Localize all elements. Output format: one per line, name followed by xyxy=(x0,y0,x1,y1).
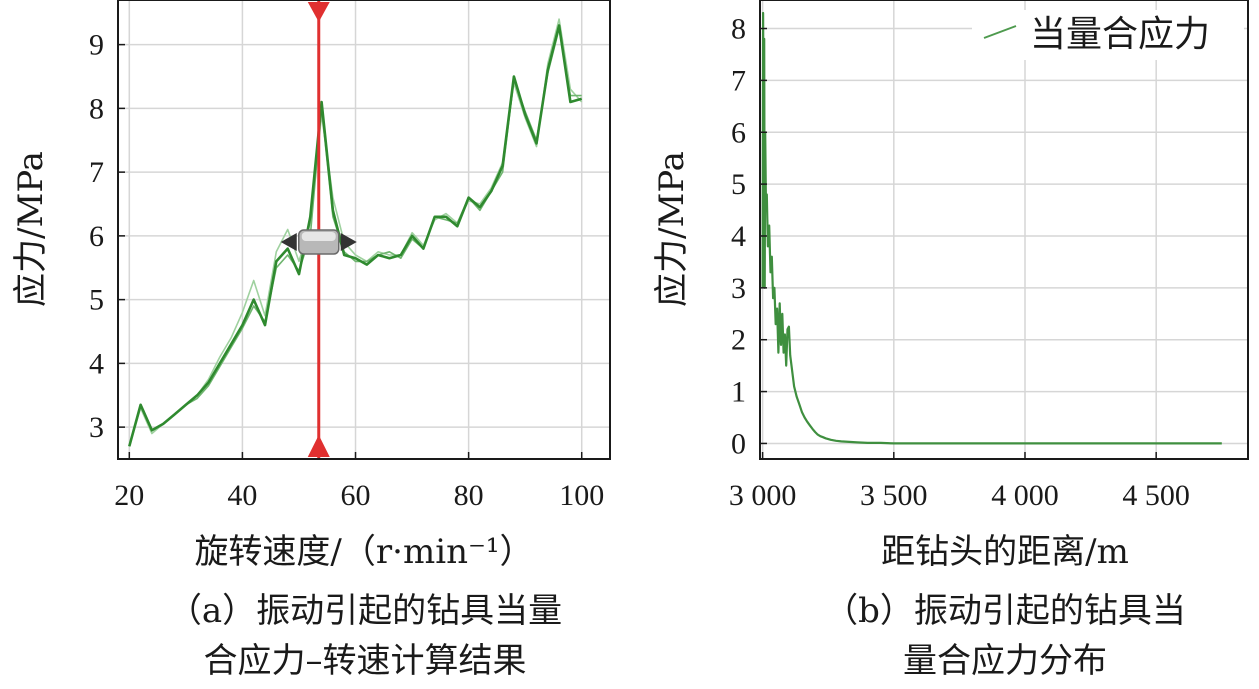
cursor-right-arrow-icon[interactable] xyxy=(340,233,357,251)
chart-b-ytick-label: 6 xyxy=(731,116,746,149)
chart-b-legend-box xyxy=(972,10,1244,60)
chart-b-ticks: 3 000 3 500 4 000 4 500 0 1 2 3 4 5 6 7 8 xyxy=(729,13,1190,512)
chart-a-ytick-label: 7 xyxy=(89,156,104,189)
chart-b-xtick-label: 4 500 xyxy=(1122,479,1190,512)
chart-b-series xyxy=(761,11,1222,445)
chart-b-ytick-label: 0 xyxy=(731,427,746,460)
chart-b-xtick-label: 4 000 xyxy=(991,479,1059,512)
chart-a-xtick-label: 40 xyxy=(227,479,257,512)
chart-b-xtick-label: 3 000 xyxy=(729,479,797,512)
chart-b-ytick-label: 8 xyxy=(731,13,746,46)
chart-a-ylabel: 应力/MPa xyxy=(11,151,51,307)
chart-a-ytick-label: 3 xyxy=(89,411,104,444)
chart-b-xlabel: 距钻头的距离/m xyxy=(881,532,1129,572)
chart-a-cursor[interactable] xyxy=(280,0,357,459)
chart-a-xtick-label: 80 xyxy=(454,479,484,512)
chart-b-legend-label: 当量合应力 xyxy=(1030,14,1210,55)
chart-b-grid xyxy=(760,0,1248,459)
chart-a-xlabel: 旋转速度/（r·min⁻¹） xyxy=(194,532,533,572)
cursor-handle-highlight xyxy=(301,232,336,241)
chart-a-caption-line2: 合应力–转速计算结果 xyxy=(204,641,527,681)
chart-a-caption-line1: （a）振动引起的钻具当量 xyxy=(168,591,562,631)
chart-a-ytick-label: 8 xyxy=(89,92,104,125)
chart-b-ylabel: 应力/MPa xyxy=(652,151,692,307)
chart-b: 3 000 3 500 4 000 4 500 0 1 2 3 4 5 6 7 8 当量合应力 距钻头的… xyxy=(652,0,1249,681)
chart-b-ytick-label: 7 xyxy=(731,64,746,97)
chart-a-xtick-label: 20 xyxy=(114,479,144,512)
chart-b-legend-swatch xyxy=(983,25,1017,39)
chart-a-ticks: 20 40 60 80 100 3 4 5 6 7 8 9 xyxy=(89,29,604,512)
chart-b-frame xyxy=(759,0,1249,460)
chart-b-ytick-label: 4 xyxy=(731,220,746,253)
chart-b-ytick-label: 3 xyxy=(731,272,746,305)
chart-a-grid xyxy=(118,0,610,459)
chart-b-series-line xyxy=(761,11,1222,445)
chart-a-series-line xyxy=(128,24,583,447)
cursor-top-triangle-icon[interactable] xyxy=(307,2,330,22)
cursor-bottom-triangle-icon[interactable] xyxy=(307,435,330,457)
chart-a-ytick-label: 6 xyxy=(89,220,104,253)
cursor-left-arrow-icon[interactable] xyxy=(280,233,297,251)
chart-a-ytick-label: 5 xyxy=(89,284,104,317)
chart-b-legend: 当量合应力 xyxy=(972,10,1244,60)
chart-a-ytick-label: 9 xyxy=(89,29,104,62)
chart-a-frame xyxy=(117,0,611,460)
chart-a-series xyxy=(128,18,583,447)
chart-a-xtick-label: 100 xyxy=(559,479,604,512)
chart-b-ytick-label: 2 xyxy=(731,324,746,357)
chart-b-caption-line2: 量合应力分布 xyxy=(903,641,1107,681)
chart-a-xtick-label: 60 xyxy=(341,479,371,512)
chart-b-caption-line1: （b）振动引起的钻具当 xyxy=(824,591,1186,631)
chart-a-ytick-label: 4 xyxy=(89,347,104,380)
chart-b-ytick-label: 5 xyxy=(731,168,746,201)
chart-a: 20 40 60 80 100 3 4 5 6 7 8 9 旋转速度/（r·min⁻¹） 应力/MPa… xyxy=(11,0,611,681)
chart-b-ytick-label: 1 xyxy=(731,376,746,409)
chart-b-xtick-label: 3 500 xyxy=(860,479,928,512)
